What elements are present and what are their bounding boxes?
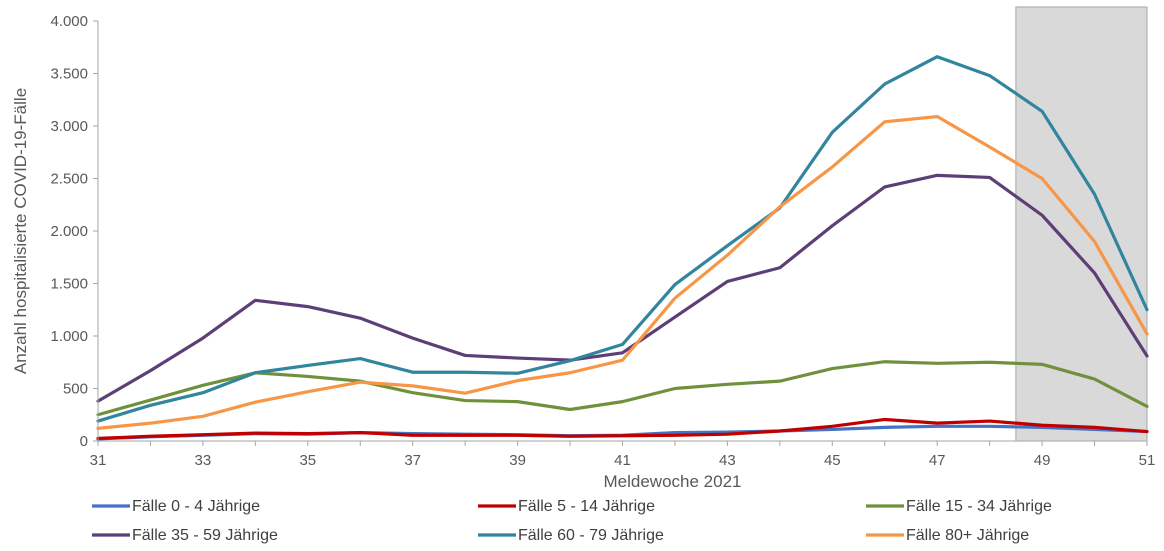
series-line-3 <box>96 360 1149 417</box>
series-line-2 <box>96 417 1149 440</box>
x-tick-label: 41 <box>614 452 631 469</box>
x-axis-ticks: 31 33 35 37 39 41 43 45 47 49 51 <box>90 441 1156 469</box>
y-tick-label: 1.000 <box>50 328 88 345</box>
x-tick-label: 33 <box>195 452 212 469</box>
y-tick-label: 4.000 <box>50 13 88 30</box>
y-tick-label: 2.500 <box>50 171 88 188</box>
legend-item: Fälle 15 - 34 Jährige <box>866 498 1052 515</box>
x-tick-label: 47 <box>929 452 946 469</box>
legend-label: Fälle 15 - 34 Jährige <box>906 498 1052 515</box>
x-tick-label: 51 <box>1139 452 1156 469</box>
legend-label: Fälle 5 - 14 Jährige <box>518 498 655 515</box>
series-line-4 <box>96 173 1149 403</box>
x-tick-label: 49 <box>1034 452 1051 469</box>
y-tick-label: 2.000 <box>50 223 88 240</box>
legend-item: Fälle 35 - 59 Jährige <box>92 527 278 544</box>
y-axis-ticks: 0 500 1.000 1.500 2.000 2.500 3.000 3.500 4.000 <box>50 13 98 450</box>
legend-label: Fälle 35 - 59 Jährige <box>132 527 278 544</box>
y-tick-label: 3.500 <box>50 66 88 83</box>
x-tick-label: 35 <box>299 452 316 469</box>
y-tick-label: 1.500 <box>50 276 88 293</box>
x-tick-label: 39 <box>509 452 526 469</box>
y-tick-label: 0 <box>80 433 88 450</box>
x-tick-label: 43 <box>719 452 736 469</box>
legend-item: Fälle 80+ Jährige <box>866 527 1029 544</box>
x-tick-label: 45 <box>824 452 841 469</box>
x-tick-label: 37 <box>404 452 421 469</box>
series-line-6 <box>96 114 1149 430</box>
series-lines <box>96 55 1149 441</box>
legend: Fälle 0 - 4 Jährige Fälle 5 - 14 Jährige F… <box>92 498 1052 544</box>
legend-label: Fälle 80+ Jährige <box>906 527 1029 544</box>
y-tick-label: 3.000 <box>50 118 88 135</box>
legend-item: Fälle 60 - 79 Jährige <box>478 527 664 544</box>
legend-item: Fälle 5 - 14 Jährige <box>478 498 655 515</box>
legend-label: Fälle 0 - 4 Jährige <box>132 498 260 515</box>
y-tick-label: 500 <box>63 381 88 398</box>
series-line-5 <box>96 55 1149 423</box>
legend-item: Fälle 0 - 4 Jährige <box>92 498 260 515</box>
x-axis-title: Meldewoche 2021 <box>604 472 742 491</box>
y-axis-title: Anzahl hospitalisierte COVID-19-Fälle <box>11 88 30 374</box>
legend-label: Fälle 60 - 79 Jährige <box>518 527 664 544</box>
x-tick-label: 31 <box>90 452 107 469</box>
